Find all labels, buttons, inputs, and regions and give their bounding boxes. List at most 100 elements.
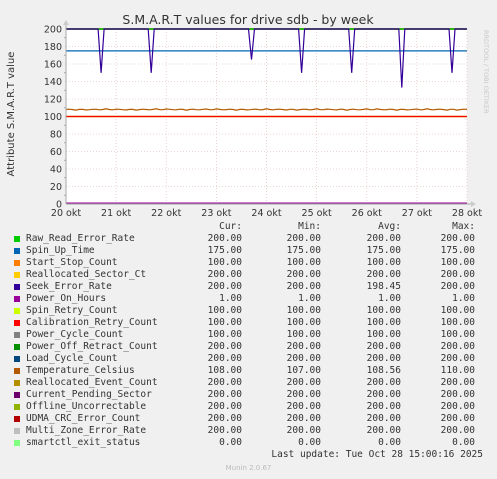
legend-min-value: 200.00 <box>286 377 321 388</box>
legend-series-name: smartctl_exit_status <box>26 437 141 448</box>
x-tick-label: 27 okt <box>402 208 432 219</box>
legend-avg-value: 100.00 <box>366 317 401 328</box>
legend-max-value: 1.00 <box>452 293 475 304</box>
legend-max-value: 200.00 <box>440 281 475 292</box>
legend-cur-value: 100.00 <box>207 305 242 316</box>
x-tick-label: 25 okt <box>302 208 332 219</box>
legend-series-name: Current_Pending_Sector <box>26 389 152 400</box>
legend-avg-value: 100.00 <box>366 305 401 316</box>
legend-max-value: 200.00 <box>440 269 475 280</box>
col-cur-header: Cur: <box>219 221 242 232</box>
legend-max-value: 175.00 <box>440 245 475 256</box>
y-tick-label: 80 <box>50 130 62 141</box>
legend-avg-value: 200.00 <box>366 341 401 352</box>
legend-avg-value: 200.00 <box>366 377 401 388</box>
y-tick-label: 60 <box>50 147 62 158</box>
legend-cur-value: 0.00 <box>219 437 242 448</box>
legend-min-value: 1.00 <box>298 293 321 304</box>
legend-swatch <box>14 440 20 446</box>
legend-avg-value: 200.00 <box>366 353 401 364</box>
last-update: Last update: Tue Oct 28 15:00:16 2025 <box>271 449 483 460</box>
x-axis-arrow <box>471 201 476 207</box>
legend-avg-value: 175.00 <box>366 245 401 256</box>
y-tick-label: 0 <box>56 200 62 211</box>
legend-max-value: 200.00 <box>440 233 475 244</box>
legend-series-name: Seek_Error_Rate <box>26 281 112 292</box>
legend-cur-value: 1.00 <box>219 293 242 304</box>
legend-row: Seek_Error_Rate 200.00 200.00 198.45 200.00 <box>0 281 497 293</box>
legend-max-value: 200.00 <box>440 341 475 352</box>
legend-avg-value: 200.00 <box>366 269 401 280</box>
legend-row: smartctl_exit_status 0.00 0.00 0.00 0.00 <box>0 437 497 449</box>
x-tick-label: 22 okt <box>151 208 181 219</box>
legend-series-name: Raw_Read_Error_Rate <box>26 233 135 244</box>
legend-cur-value: 200.00 <box>207 341 242 352</box>
legend-avg-value: 200.00 <box>366 233 401 244</box>
rrdtool-watermark: RRDTOOL / TOBI OETIKER <box>482 30 490 114</box>
legend-row: Temperature_Celsius 108.00 107.00 108.56 110… <box>0 365 497 377</box>
legend-min-value: 175.00 <box>286 245 321 256</box>
x-tick-label: 26 okt <box>352 208 382 219</box>
legend-series-name: Spin_Retry_Count <box>26 305 118 316</box>
legend-rows: Raw_Read_Error_Rate 200.00 200.00 200.00 200… <box>0 233 497 449</box>
col-min-header: Min: <box>298 221 321 232</box>
x-tick-label: 24 okt <box>251 208 281 219</box>
legend-cur-value: 108.00 <box>207 365 242 376</box>
munin-version: Munin 2.0.67 <box>225 464 272 472</box>
legend-row: Power_On_Hours 1.00 1.00 1.00 1.00 <box>0 293 497 305</box>
legend-swatch <box>14 380 20 386</box>
legend-min-value: 0.00 <box>298 437 321 448</box>
legend-max-value: 100.00 <box>440 305 475 316</box>
legend-series-name: Offline_Uncorrectable <box>26 401 147 412</box>
legend-row: UDMA_CRC_Error_Count 200.00 200.00 200.00 20… <box>0 413 497 425</box>
legend-avg-value: 0.00 <box>378 437 401 448</box>
legend-min-value: 200.00 <box>286 233 321 244</box>
legend: Cur: Min: Avg: Max: Raw_Read_Error_Rate 2… <box>0 221 497 449</box>
legend-max-value: 200.00 <box>440 353 475 364</box>
legend-swatch <box>14 236 20 242</box>
legend-series-name: Load_Cycle_Count <box>26 353 118 364</box>
legend-row: Start_Stop_Count 100.00 100.00 100.00 100.00 <box>0 257 497 269</box>
legend-swatch <box>14 344 20 350</box>
legend-max-value: 200.00 <box>440 377 475 388</box>
y-tick-label: 180 <box>44 42 62 53</box>
legend-min-value: 200.00 <box>286 269 321 280</box>
legend-min-value: 100.00 <box>286 305 321 316</box>
legend-min-value: 100.00 <box>286 329 321 340</box>
legend-series-name: UDMA_CRC_Error_Count <box>26 413 141 424</box>
legend-row: Reallocated_Sector_Ct 200.00 200.00 200.00 2… <box>0 269 497 281</box>
legend-row: Reallocated_Event_Count 200.00 200.00 200.0… <box>0 377 497 389</box>
legend-max-value: 110.00 <box>440 365 475 376</box>
legend-min-value: 200.00 <box>286 401 321 412</box>
legend-swatch <box>14 416 20 422</box>
legend-cur-value: 200.00 <box>207 389 242 400</box>
legend-min-value: 107.00 <box>286 365 321 376</box>
legend-swatch <box>14 404 20 410</box>
legend-series-name: Calibration_Retry_Count <box>26 317 158 328</box>
legend-cur-value: 100.00 <box>207 257 242 268</box>
legend-row: Multi_Zone_Error_Rate 200.00 200.00 200.00 2… <box>0 425 497 437</box>
col-avg-header: Avg: <box>378 221 401 232</box>
legend-swatch <box>14 284 20 290</box>
y-axis-arrow <box>63 20 69 25</box>
legend-swatch <box>14 272 20 278</box>
y-tick-label: 120 <box>44 95 62 106</box>
axes: 0 20 40 60 80 100 120 140 160 180 200 20 okt 21 okt 2… <box>44 20 482 219</box>
legend-row: Load_Cycle_Count 200.00 200.00 200.00 200.00 <box>0 353 497 365</box>
legend-max-value: 200.00 <box>440 425 475 436</box>
y-tick-label: 140 <box>44 77 62 88</box>
legend-max-value: 200.00 <box>440 401 475 412</box>
legend-max-value: 0.00 <box>452 437 475 448</box>
chart-title: S.M.A.R.T values for drive sdb - by week <box>122 12 374 27</box>
legend-cur-value: 200.00 <box>207 233 242 244</box>
legend-row: Raw_Read_Error_Rate 200.00 200.00 200.00 200… <box>0 233 497 245</box>
legend-max-value: 100.00 <box>440 257 475 268</box>
legend-cur-value: 200.00 <box>207 269 242 280</box>
col-max-header: Max: <box>452 221 475 232</box>
y-tick-label: 40 <box>50 165 62 176</box>
smart-chart: S.M.A.R.T values for drive sdb - by week… <box>6 12 490 219</box>
legend-cur-value: 200.00 <box>207 425 242 436</box>
legend-cur-value: 100.00 <box>207 329 242 340</box>
legend-min-value: 100.00 <box>286 257 321 268</box>
legend-swatch <box>14 248 20 254</box>
